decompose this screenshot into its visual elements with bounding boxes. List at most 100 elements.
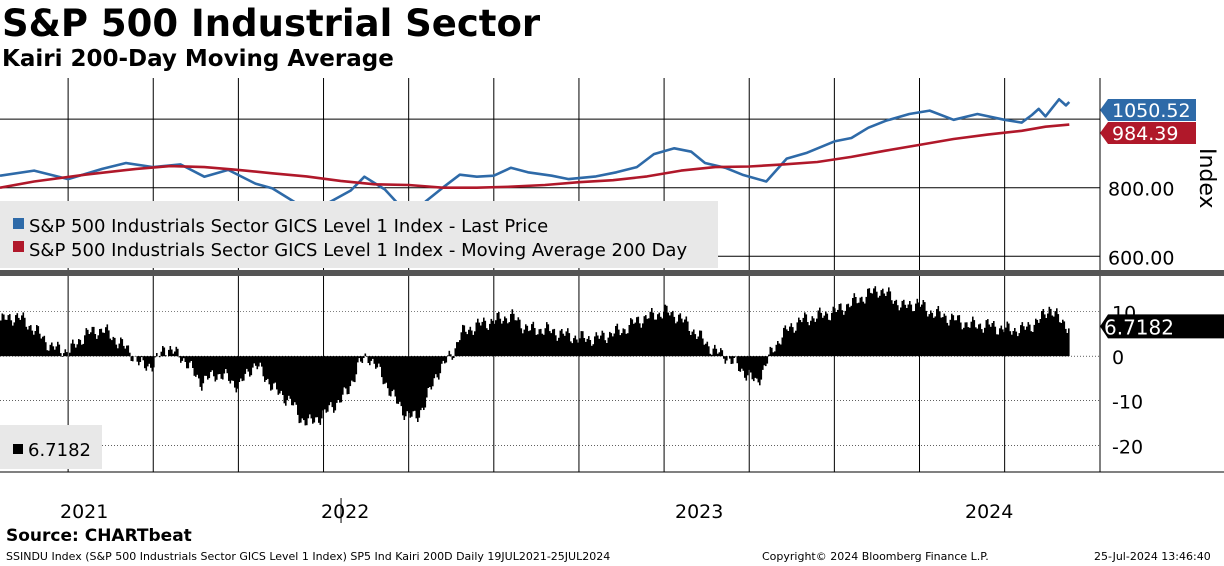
kairi-bar: [324, 356, 326, 410]
kairi-bar: [150, 356, 152, 368]
kairi-bar: [121, 339, 124, 357]
kairi-bar: [463, 325, 466, 357]
kairi-bar: [861, 296, 863, 357]
kairi-bar: [60, 353, 62, 357]
kairi-bar: [708, 346, 710, 357]
kairi-bar: [319, 356, 322, 425]
kairi-bar: [1053, 316, 1055, 357]
kairi-bar: [306, 356, 308, 426]
kairi-bar: [6, 319, 8, 357]
kairi-bar: [1030, 331, 1033, 357]
kairi-bar: [295, 356, 298, 405]
kairi-bar: [91, 326, 94, 357]
kairi-bar: [1068, 328, 1070, 357]
kairi-bar: [961, 329, 964, 357]
kairi-bar: [282, 356, 284, 395]
kairi-bar: [52, 346, 55, 357]
grid-lines: [0, 78, 1224, 473]
kairi-bar: [765, 356, 767, 367]
kairi-bar: [564, 335, 566, 357]
kairi-bar: [102, 332, 104, 357]
kairi-bar: [976, 328, 979, 357]
kairi-bar: [265, 356, 268, 380]
kairi-bar: [337, 356, 340, 400]
source-note: Source: CHARTbeat: [6, 526, 192, 546]
kairi-bar: [241, 356, 244, 382]
kairi-bar: [508, 322, 511, 357]
kairi-bar: [24, 317, 26, 357]
kairi-bar: [148, 356, 151, 364]
kairi-bar: [1047, 313, 1049, 357]
kairi-bar: [523, 329, 526, 357]
kairi-bar: [711, 354, 713, 357]
kairi-bar: [499, 318, 502, 357]
kairi-bar: [453, 356, 455, 358]
kairi-bar: [478, 322, 481, 357]
kairi-bar: [856, 303, 859, 357]
kairi-bar: [1048, 306, 1051, 357]
kairi-bar: [45, 342, 47, 357]
kairi-bar: [174, 351, 176, 357]
kairi-bar: [702, 338, 704, 357]
kairi-bar: [648, 318, 650, 357]
kairi-bar: [240, 356, 242, 379]
kairi-bar: [412, 356, 415, 412]
kairi-bar: [736, 356, 739, 364]
kairi-bar: [586, 338, 589, 357]
kairi-bar: [673, 316, 676, 357]
kairi-bar: [543, 334, 545, 357]
kairi-bar: [436, 356, 439, 378]
kairi-bar: [417, 356, 419, 422]
kairi-bar: [13, 322, 16, 357]
kairi-bar: [841, 310, 844, 357]
kairi-bar: [910, 304, 913, 357]
kairi-bar: [1005, 327, 1007, 357]
kairi-bar: [729, 356, 731, 359]
kairi-bar: [850, 305, 853, 357]
kairi-bar: [633, 323, 635, 357]
kairi-bar: [1062, 319, 1064, 357]
kairi-bar: [147, 356, 149, 367]
kairi-bar: [595, 332, 598, 357]
kairi-bar: [405, 356, 407, 417]
kairi-bar: [990, 326, 992, 357]
kairi-bar: [213, 356, 215, 377]
kairi-bar: [75, 347, 77, 357]
kairi-bar: [1063, 321, 1066, 357]
kairi-bar: [616, 323, 619, 357]
kairi-bar: [483, 317, 485, 357]
kairi-bar: [457, 342, 460, 357]
kairi-bar: [772, 352, 775, 357]
kairi-bar: [223, 356, 226, 374]
kairi-bar: [874, 286, 877, 357]
kairi-bar: [471, 330, 473, 357]
kairi-bar: [25, 326, 28, 357]
kairi-bar: [348, 356, 350, 394]
kairi-bar: [607, 337, 610, 357]
kairi-bar: [118, 343, 121, 357]
kairi-bar: [423, 356, 425, 410]
kairi-bar: [382, 356, 385, 385]
kairi-bar: [732, 356, 734, 364]
x-tick-label: 2021: [60, 501, 108, 523]
kairi-bar: [1015, 331, 1018, 357]
kairi-bar: [216, 356, 218, 380]
kairi-bar: [354, 356, 356, 383]
kairi-bar: [1057, 314, 1060, 357]
kairi-bar: [670, 312, 673, 357]
kairi-bar: [552, 329, 554, 357]
x-tick-label: 2024: [965, 501, 1013, 523]
kairi-bar: [1032, 332, 1034, 357]
kairi-bar: [853, 293, 856, 357]
kairi-bar: [330, 356, 332, 403]
kairi-bar: [903, 299, 905, 357]
kairi-bar: [304, 356, 307, 426]
kairi-bar: [820, 312, 823, 357]
kairi-bar: [90, 332, 92, 357]
kairi-bar: [262, 356, 265, 377]
kairi-bar: [816, 318, 818, 357]
kairi-bar: [408, 356, 410, 413]
kairi-bar: [625, 333, 628, 357]
kairi-bar: [993, 321, 995, 357]
kairi-bar: [267, 356, 269, 379]
